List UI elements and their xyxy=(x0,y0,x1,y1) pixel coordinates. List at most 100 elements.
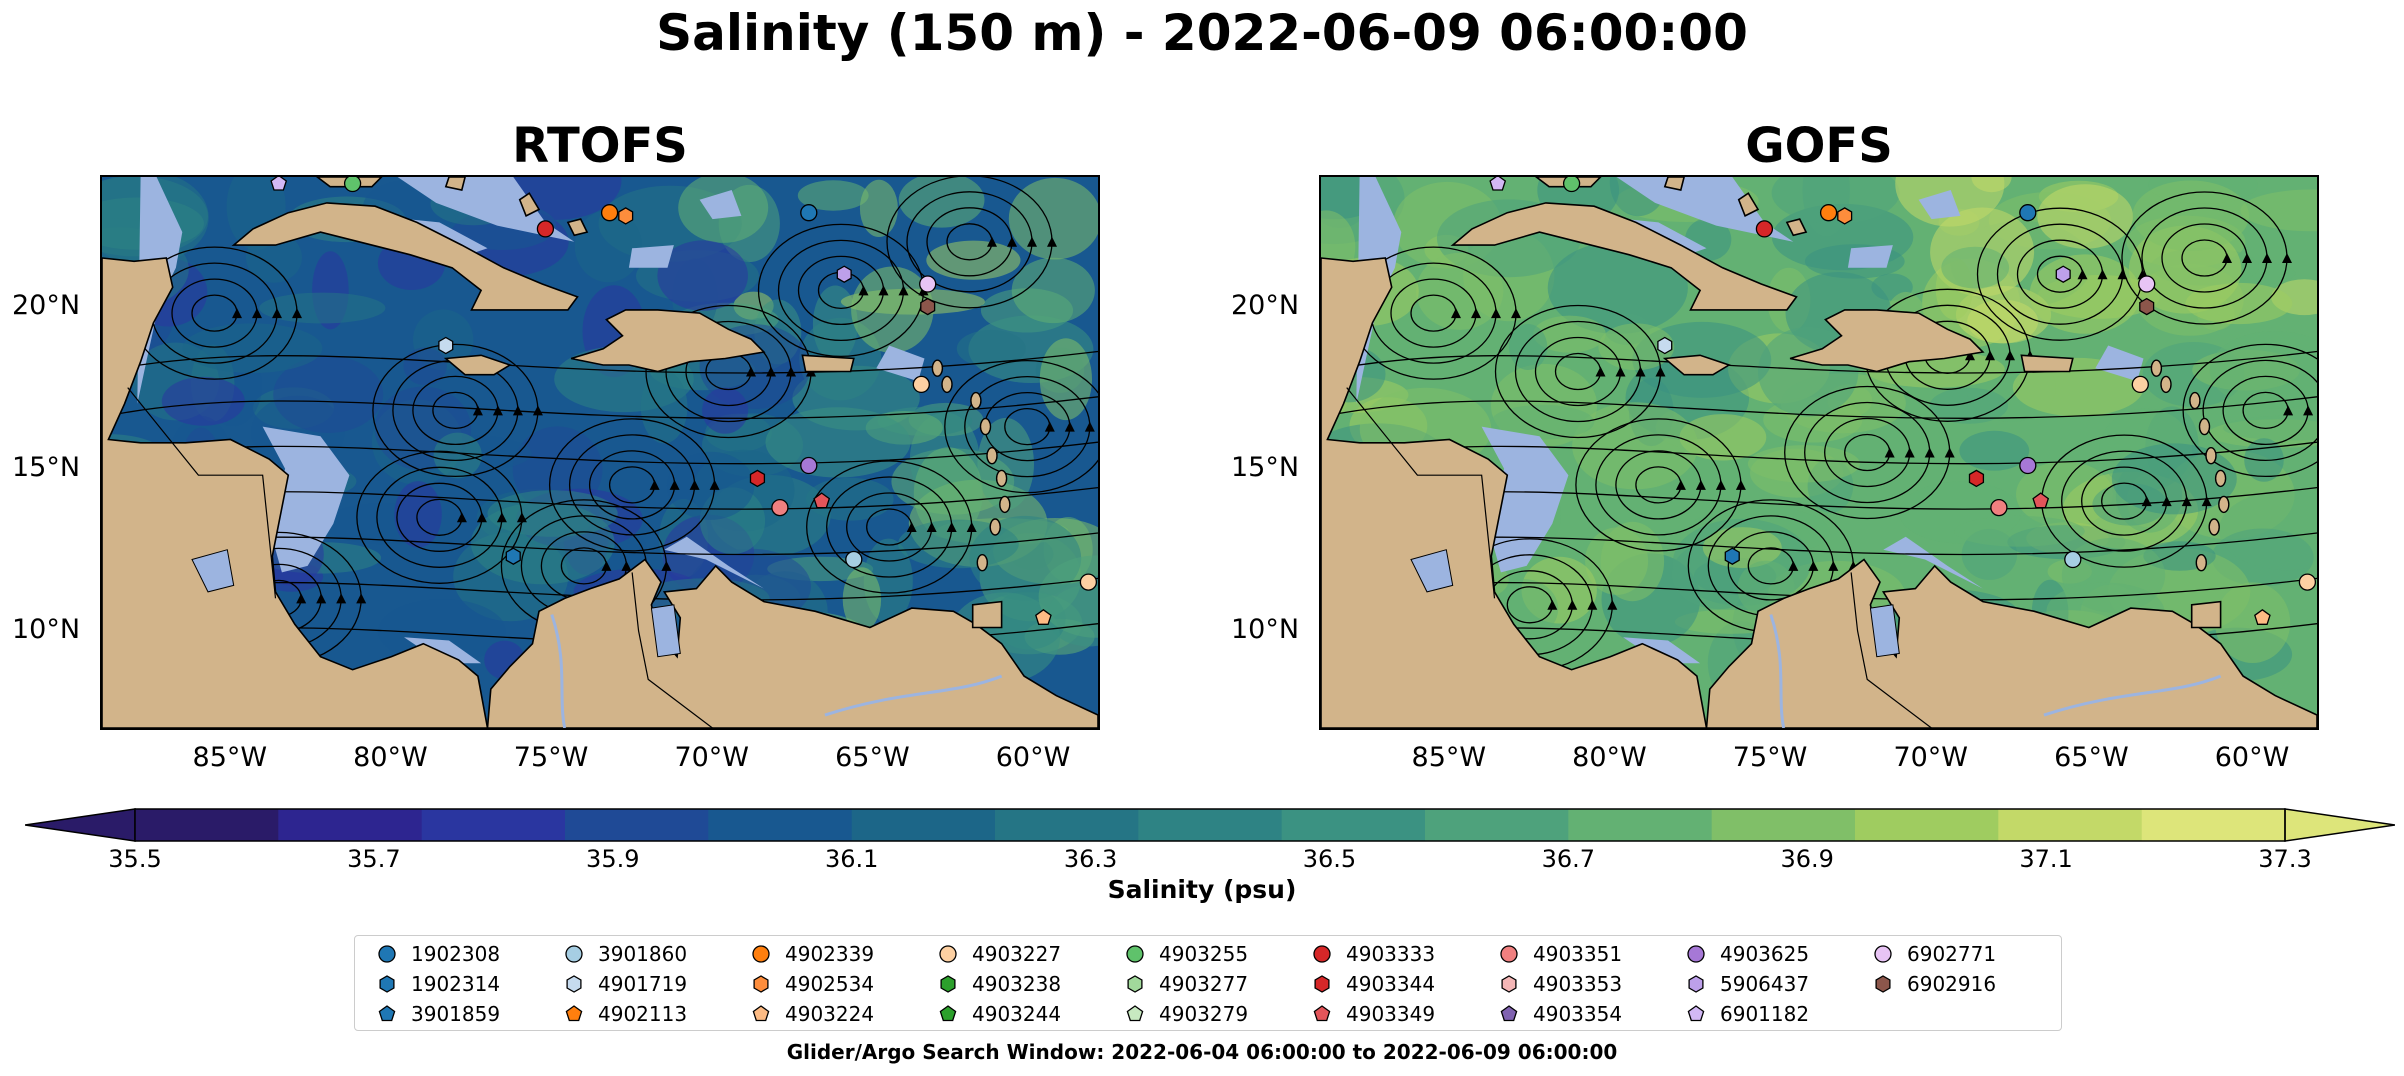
legend-label: 6902916 xyxy=(1907,972,1997,996)
streamline-arrow xyxy=(356,593,367,604)
float-marker xyxy=(1755,220,1774,238)
panel-title-rtofs: RTOFS xyxy=(512,118,688,174)
circle-marker-icon xyxy=(939,945,957,963)
colorbar-tick-label: 36.1 xyxy=(824,845,879,873)
streamline-arrow xyxy=(1944,447,1955,458)
legend-entry: 1902308 xyxy=(375,942,500,966)
lesser-antilles-island xyxy=(2160,375,2172,394)
salinity-patch xyxy=(1547,241,1688,334)
lon-tick-label: 85°W xyxy=(1411,742,1487,773)
streamline-arrow xyxy=(649,479,660,490)
colorbar-tick-label: 36.3 xyxy=(1063,845,1118,873)
land xyxy=(102,257,489,728)
streamline-arrow xyxy=(987,236,997,247)
salinity-patch xyxy=(487,490,618,537)
streamline-arrow xyxy=(766,366,776,377)
legend-entry: 4903279 xyxy=(1123,1002,1248,1026)
lesser-antilles-island xyxy=(931,359,944,377)
streamline-arrow xyxy=(1884,447,1895,458)
legend-marker xyxy=(379,975,395,993)
legend-marker xyxy=(1126,1005,1144,1022)
streamline-arrow xyxy=(336,593,347,604)
float-marker xyxy=(813,492,831,509)
land xyxy=(801,354,855,373)
legend-entry: 4903354 xyxy=(1497,1002,1622,1026)
salinity-patch xyxy=(640,370,688,444)
lat-tick-label: 20°N xyxy=(1231,289,1300,321)
salinity-patch xyxy=(1416,252,1504,330)
country-border xyxy=(631,572,713,728)
float-marker xyxy=(2131,375,2149,394)
legend-label: 4903238 xyxy=(972,972,1062,996)
salinity-patch xyxy=(898,177,985,228)
float-marker xyxy=(1079,573,1098,591)
lon-tick-label: 60°W xyxy=(2214,742,2290,773)
hexagon-marker-icon xyxy=(753,975,769,993)
float-marker xyxy=(1562,177,1581,193)
legend-label: 4903625 xyxy=(1720,942,1810,966)
float-marker xyxy=(919,275,937,293)
streamline-arrow xyxy=(2262,253,2272,263)
streamline-arrow xyxy=(1615,366,1626,377)
lesser-antilles-island xyxy=(995,469,1008,488)
colorbar-segment xyxy=(1998,809,2143,841)
float-marker xyxy=(800,456,818,475)
legend-entry: 3901859 xyxy=(375,1002,500,1026)
legend-label: 5906437 xyxy=(1720,972,1810,996)
legend-label: 4903279 xyxy=(1159,1002,1249,1026)
float-marker xyxy=(343,177,362,193)
legend-label: 1902308 xyxy=(411,942,501,966)
lesser-antilles-island xyxy=(2198,417,2211,436)
streamline-arrow xyxy=(2117,269,2128,280)
lesser-antilles-island xyxy=(999,495,1011,514)
streamline-arrow xyxy=(1695,479,1706,490)
streamline-arrow xyxy=(926,522,937,532)
colorbar-segment xyxy=(1568,809,1713,841)
salinity-patch xyxy=(666,451,755,520)
streamline-arrow xyxy=(2077,269,2088,280)
legend-marker xyxy=(939,945,957,963)
pentagon-marker-icon xyxy=(1126,1005,1144,1022)
lesser-antilles-island xyxy=(970,391,982,410)
legend-label: 3901860 xyxy=(598,942,688,966)
colorbar-segment xyxy=(995,809,1139,841)
land xyxy=(443,354,512,376)
streamline-arrow xyxy=(1491,308,1501,319)
river xyxy=(550,614,567,728)
legend-marker xyxy=(1874,945,1892,963)
streamline-arrow xyxy=(689,479,700,490)
lesser-antilles-island xyxy=(2150,359,2163,377)
float-marker xyxy=(1990,498,2008,517)
legend-entry: 4903255 xyxy=(1123,942,1248,966)
legend-label: 4902339 xyxy=(785,942,875,966)
salinity-patch xyxy=(1929,387,2008,424)
lon-tick-label: 65°W xyxy=(2054,742,2129,773)
colorbar-tick-label: 37.1 xyxy=(2019,845,2073,873)
shallow-shelf xyxy=(1616,177,1794,242)
legend-label: 4903255 xyxy=(1159,942,1249,966)
lon-tick-label: 80°W xyxy=(353,742,428,773)
streamline-arrow xyxy=(669,479,680,490)
circle-marker-icon xyxy=(1874,945,1892,963)
legend-entry: 4903238 xyxy=(936,972,1061,996)
legend-entry: 4903351 xyxy=(1497,942,1622,966)
lon-tick-label: 75°W xyxy=(513,742,589,773)
legend-label: 4903244 xyxy=(972,1002,1062,1026)
shallow-shelf xyxy=(2095,345,2144,382)
float-marker xyxy=(536,220,555,238)
lesser-antilles-island xyxy=(989,518,1001,536)
streamline-arrow xyxy=(2201,496,2212,507)
flow-streamline xyxy=(1321,396,2317,419)
land xyxy=(1705,558,2317,728)
streamline-arrow xyxy=(2303,405,2314,416)
legend-entry: 4903625 xyxy=(1684,942,1809,966)
legend-entry: 4903244 xyxy=(936,1002,1061,1026)
streamline-arrow xyxy=(1064,421,1075,432)
legend-marker xyxy=(565,945,583,963)
colorbar-segment xyxy=(1138,809,1283,841)
streamline-arrow xyxy=(1511,308,1521,319)
float-marker xyxy=(618,207,634,225)
streamline-arrow xyxy=(2181,496,2192,507)
colorbar-tick-label: 36.9 xyxy=(1780,845,1834,873)
legend-marker xyxy=(939,1005,957,1022)
